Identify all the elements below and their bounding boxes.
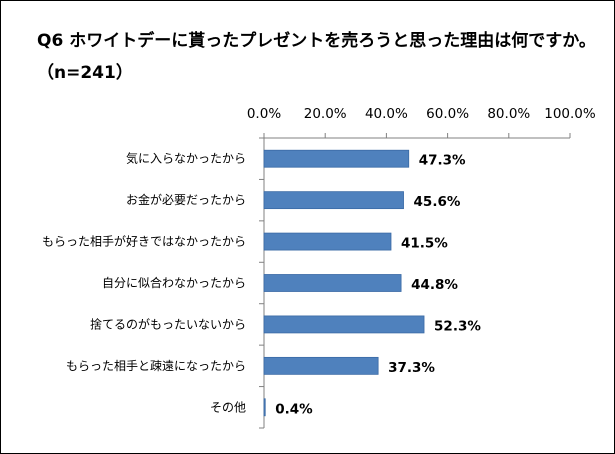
- x-axis-tick-labels: 0.0% 20.0% 40.0% 60.0% 80.0% 100.0%: [247, 106, 596, 429]
- x-tick-label: 0.0%: [247, 106, 281, 122]
- bars: [263, 149, 425, 417]
- data-label: 45.6%: [414, 194, 461, 210]
- data-label: 44.8%: [411, 277, 458, 293]
- data-label: 0.4%: [275, 401, 313, 417]
- x-tick-label: 20.0%: [304, 106, 347, 122]
- category-label: もらった相手と疎遠になったから: [66, 359, 246, 373]
- bar: [263, 191, 404, 210]
- category-label: その他: [210, 400, 246, 414]
- data-label: 37.3%: [388, 360, 435, 376]
- bar: [263, 274, 402, 292]
- data-label: 41.5%: [401, 236, 448, 252]
- category-labels: 気に入らなかったからお金が必要だったからもらった相手が好きではなかったから自分に…: [42, 151, 246, 415]
- bar: [263, 232, 392, 251]
- chart-title: Q6 ホワイトデーに貰ったプレゼントを売ろうと思った理由は何ですか。（n=241…: [37, 31, 596, 83]
- category-label: 気に入らなかったから: [126, 151, 246, 166]
- x-tick-label: 80.0%: [487, 106, 530, 122]
- data-label: 52.3%: [434, 318, 481, 334]
- category-label: もらった相手が好きではなかったから: [42, 234, 246, 249]
- x-tick-label: 100.0%: [544, 106, 596, 122]
- x-tick-label: 40.0%: [365, 106, 408, 122]
- category-label: お金が必要だったから: [126, 192, 246, 207]
- x-tick-label: 60.0%: [426, 106, 469, 122]
- category-label: 捨てるのがもったいないから: [90, 316, 246, 331]
- data-label: 47.3%: [419, 153, 466, 169]
- bar: [263, 356, 379, 375]
- bar: [263, 315, 425, 334]
- bar: [263, 149, 410, 168]
- data-labels: 47.3% 45.6% 41.5% 44.8% 52.3% 37.3% 0.4%: [275, 153, 481, 418]
- category-label: 自分に似合わなかったから: [102, 275, 246, 290]
- bar: [263, 398, 266, 417]
